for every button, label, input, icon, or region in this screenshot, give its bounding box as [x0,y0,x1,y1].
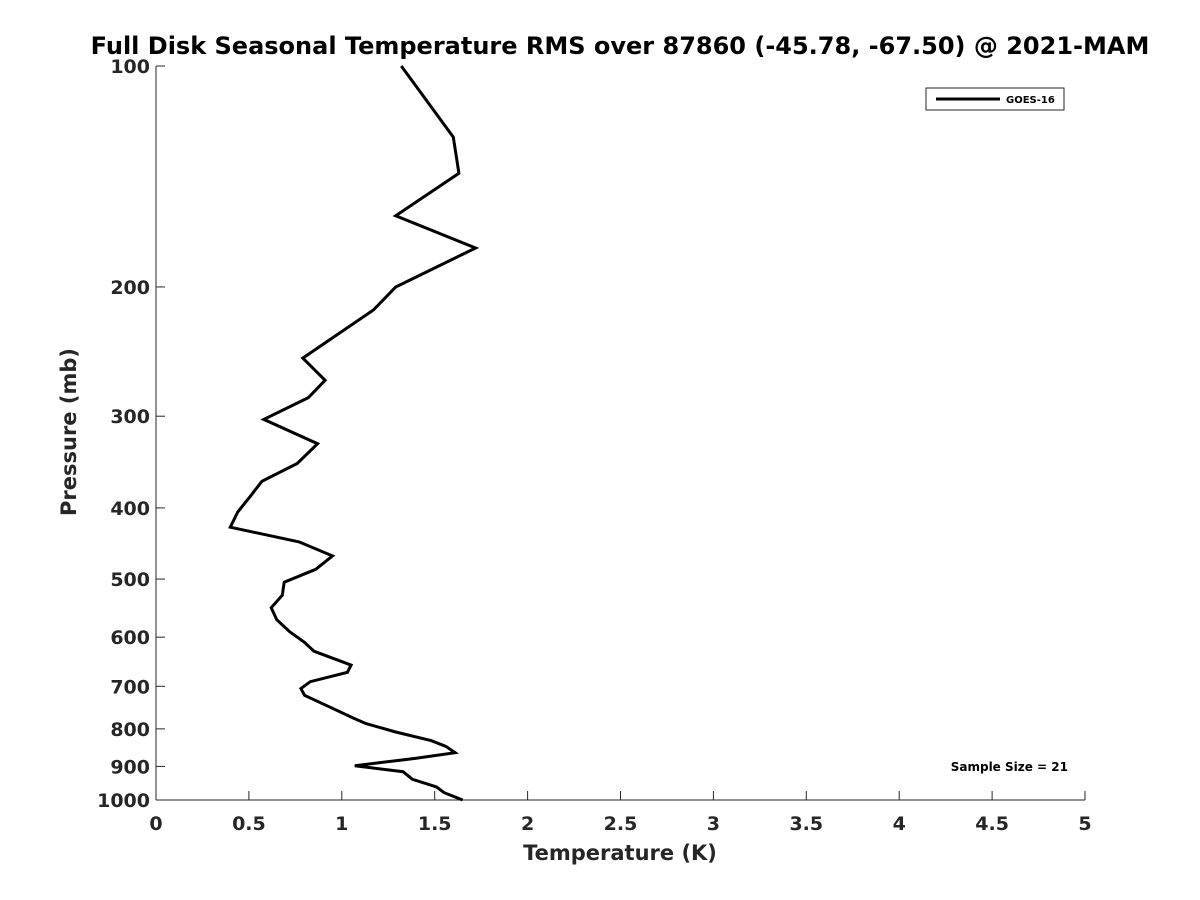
y-tick-label: 800 [110,719,150,741]
x-tick-label: 2 [521,813,534,835]
x-tick-label: 3 [707,813,720,835]
y-tick-label: 500 [110,569,150,591]
axes: 0 0.5 1 1.5 2 2.5 3 3.5 4 4.5 5 100 200 300 400 500 600 7… [97,56,1092,835]
series-line-goes-16 [228,65,480,802]
sample-size-annotation: Sample Size = 21 [951,760,1068,774]
x-tick-label: 2.5 [604,813,638,835]
legend: GOES-16 [925,87,1065,111]
chart-title: Full Disk Seasonal Temperature RMS over … [91,32,1150,60]
x-tick-label: 1.5 [418,813,452,835]
y-tick-label: 900 [110,756,150,778]
x-tick-label: 4.5 [975,813,1009,835]
x-tick-label: 4 [893,813,906,835]
legend-label-goes-16: GOES-16 [1006,95,1055,106]
plot-area [228,65,480,802]
y-tick-label: 600 [110,627,150,649]
x-tick-label: 3.5 [789,813,823,835]
x-tick-label: 0 [149,813,162,835]
y-tick-label: 1000 [97,790,150,812]
x-tick-label: 0.5 [232,813,266,835]
y-tick-label: 300 [110,406,150,428]
y-tick-label: 400 [110,498,150,520]
y-tick-label: 100 [110,56,150,78]
y-axis-label: Pressure (mb) [57,348,81,516]
x-axis-label: Temperature (K) [523,841,717,865]
x-tick-label: 1 [335,813,348,835]
x-tick-label: 5 [1078,813,1091,835]
y-tick-label: 200 [110,277,150,299]
y-tick-label: 700 [110,676,150,698]
